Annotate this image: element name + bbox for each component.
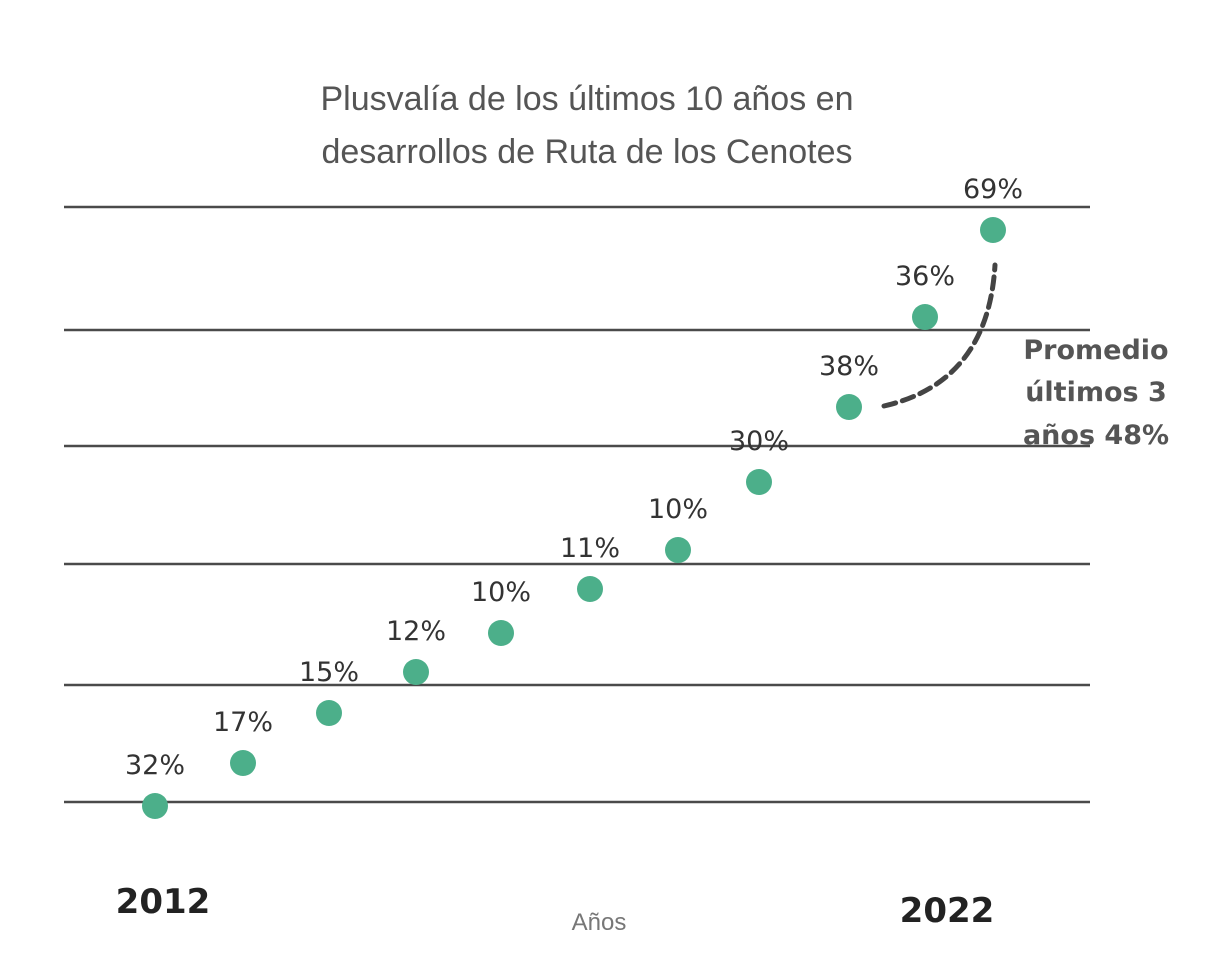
data-label: 10%: [648, 494, 708, 525]
data-point: [980, 217, 1006, 243]
grid-lines: [64, 205, 1090, 804]
data-label: 15%: [299, 657, 359, 688]
annotation-arc: [881, 262, 998, 409]
data-point: [316, 700, 342, 726]
annotation-line-2: últimos 3: [1025, 377, 1167, 408]
data-label: 10%: [471, 577, 531, 608]
chart-title-line-1: Plusvalía de los últimos 10 años en: [321, 80, 854, 118]
data-points: 32% 17% 15% 12% 10% 11% 10% 30% 38% 36% 69%: [125, 174, 1023, 819]
data-point: [836, 394, 862, 420]
x-end-year-label: 2022: [900, 891, 995, 931]
data-label: 11%: [560, 533, 620, 564]
annotation-line-1: Promedio: [1023, 335, 1168, 366]
chart-title: Plusvalía de los últimos 10 años en desa…: [321, 80, 854, 171]
data-label: 12%: [386, 616, 446, 647]
data-point: [665, 537, 691, 563]
data-point: [403, 659, 429, 685]
data-point: [912, 304, 938, 330]
data-point: [488, 620, 514, 646]
x-axis-label: Años: [572, 909, 627, 936]
data-point: [577, 576, 603, 602]
data-label: 30%: [729, 426, 789, 457]
data-label: 32%: [125, 750, 185, 781]
data-point: [746, 469, 772, 495]
data-label: 69%: [963, 174, 1023, 205]
chart-title-line-2: desarrollos de Ruta de los Cenotes: [321, 133, 852, 171]
data-label: 36%: [895, 261, 955, 292]
data-point: [230, 750, 256, 776]
data-label: 17%: [213, 707, 273, 738]
data-label: 38%: [819, 351, 879, 382]
x-start-year-label: 2012: [116, 882, 211, 922]
annotation-line-3: años 48%: [1023, 420, 1169, 451]
data-point: [142, 793, 168, 819]
annotation: Promedio últimos 3 años 48%: [881, 262, 1169, 451]
